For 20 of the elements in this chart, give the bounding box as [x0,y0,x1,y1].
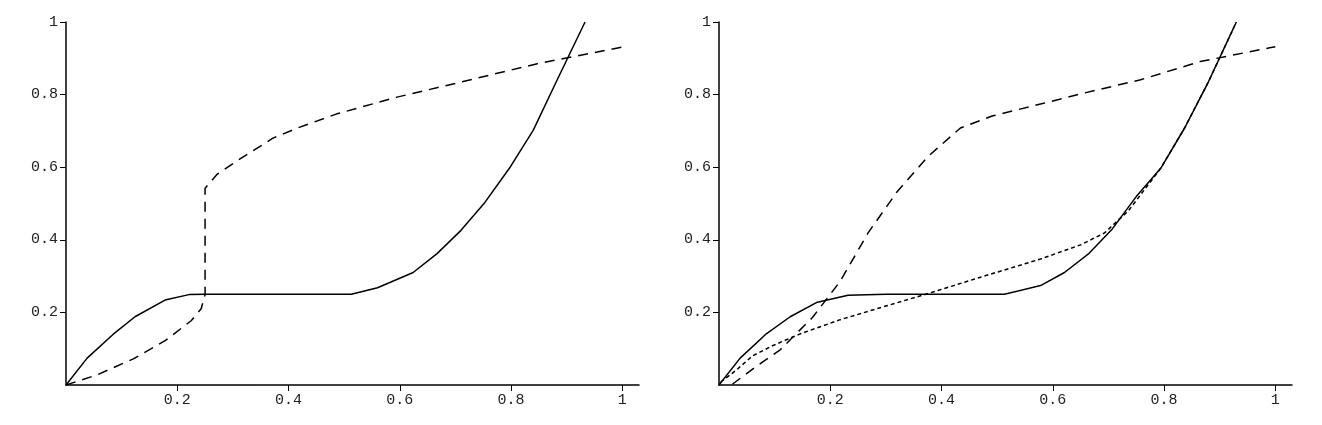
x-tick-label: 0.4 [275,392,303,409]
y-tick-label: 0.2 [683,303,711,321]
x-tick-label: 0.6 [386,392,414,409]
x-tick-label: 0.2 [816,392,844,409]
x-tick-label: 0.4 [928,392,956,409]
y-tick-label: 0.6 [30,158,58,176]
y-tick-label: 0.2 [30,303,58,321]
x-tick-label: 0.8 [497,392,525,409]
x-tick-label: 1 [1270,392,1280,409]
y-tick-label: 0.8 [30,86,58,104]
y-tick-label: 1 [701,13,711,31]
x-tick-label: 0.2 [163,392,191,409]
x-tick-label: 1 [617,392,627,409]
y-tick-label: 0.6 [683,158,711,176]
y-tick-label: 0.4 [30,231,58,249]
x-tick-label: 0.8 [1150,392,1178,409]
x-tick-label: 0.6 [1039,392,1067,409]
y-tick-label: 0.8 [683,86,711,104]
y-tick-label: 0.4 [683,231,711,249]
y-tick-label: 1 [48,13,58,31]
